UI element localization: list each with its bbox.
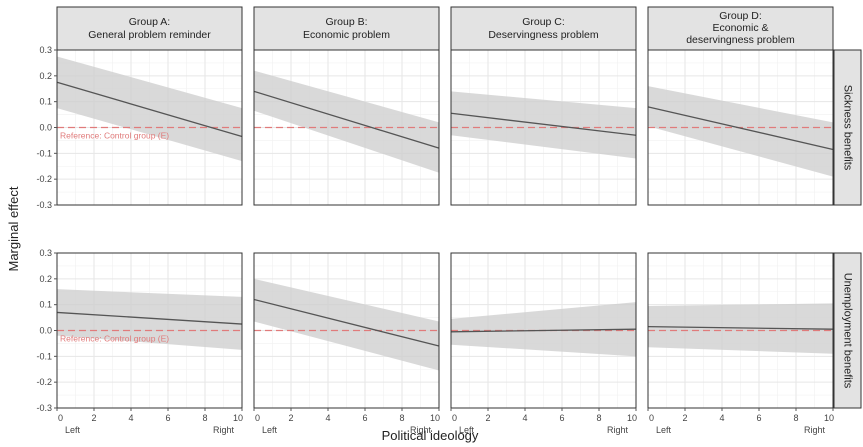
- y-axis-title: Marginal effect: [6, 186, 21, 271]
- x-tick-label: 2: [682, 413, 687, 423]
- x-end-label-right: Right: [607, 425, 629, 435]
- y-tick-label: 0.1: [39, 97, 52, 107]
- marginal-effect-line: [253, 298, 440, 347]
- confidence-band: [451, 302, 636, 357]
- marginal-effect-line: [450, 112, 637, 136]
- facet-title-line: Group A:: [129, 16, 170, 28]
- facet-strip-D: [647, 6, 834, 51]
- y-tick-label: 0.3: [39, 45, 52, 55]
- panel-border: [647, 252, 834, 409]
- facet-strip-B: [253, 6, 440, 51]
- x-tick-label: 10: [233, 413, 243, 423]
- row-label-unemployment: Unemployment benefits: [842, 273, 854, 389]
- y-tick-label: -0.3: [36, 403, 52, 413]
- x-tick-label: 4: [522, 413, 527, 423]
- x-tick-label: 10: [824, 413, 834, 423]
- y-tick-label: 0.2: [39, 274, 52, 284]
- x-tick-label: 4: [325, 413, 330, 423]
- x-end-label-left: Left: [656, 425, 672, 435]
- confidence-band: [648, 86, 833, 177]
- facet-title-line: Group D:: [719, 10, 762, 22]
- y-tick-label: 0.3: [39, 248, 52, 258]
- confidence-band: [254, 70, 439, 173]
- panel-border: [450, 252, 637, 409]
- x-axis-title: Political ideology: [382, 428, 479, 443]
- x-tick-label: 6: [362, 413, 367, 423]
- facet-strip-A: [56, 6, 243, 51]
- facet-title-line: General problem reminder: [88, 29, 211, 41]
- x-tick-label: 2: [288, 413, 293, 423]
- x-tick-label: 10: [627, 413, 637, 423]
- panel-border: [253, 252, 440, 409]
- marginal-effect-line: [647, 106, 834, 151]
- x-end-label-right: Right: [410, 425, 432, 435]
- reference-label: Reference: Control group (E): [60, 131, 169, 141]
- x-tick-label: 8: [202, 413, 207, 423]
- x-tick-label: 10: [430, 413, 440, 423]
- facet-title-line: Economic &: [712, 22, 768, 34]
- facet-title-line: Group B:: [325, 16, 367, 28]
- marginal-effect-line: [56, 81, 243, 138]
- x-tick-label: 8: [596, 413, 601, 423]
- x-tick-label: 4: [128, 413, 133, 423]
- y-tick-label: 0.1: [39, 300, 52, 310]
- x-end-label-left: Left: [459, 425, 475, 435]
- row-label-sickness: Sickness benefits: [842, 85, 854, 171]
- marginal-effect-line: [56, 311, 243, 325]
- y-tick-label: -0.2: [36, 174, 52, 184]
- y-tick-label: -0.2: [36, 377, 52, 387]
- panel-border: [253, 49, 440, 206]
- confidence-band: [254, 278, 439, 371]
- y-tick-label: 0.0: [39, 326, 52, 336]
- x-end-label-right: Right: [213, 425, 235, 435]
- y-tick-label: -0.1: [36, 148, 52, 158]
- y-tick-label: 0.0: [39, 123, 52, 133]
- x-tick-label: 4: [719, 413, 724, 423]
- facet-title-line: Group C:: [522, 16, 565, 28]
- marginal-effect-line: [647, 325, 834, 330]
- x-tick-label: 8: [793, 413, 798, 423]
- x-tick-label: 8: [399, 413, 404, 423]
- y-tick-label: 0.2: [39, 71, 52, 81]
- facet-title-line: Economic problem: [303, 29, 390, 41]
- panel-border: [450, 49, 637, 206]
- row-strip-unemployment: [833, 252, 862, 409]
- panel-border: [647, 49, 834, 206]
- x-tick-label: 2: [485, 413, 490, 423]
- reference-label: Reference: Control group (E): [60, 334, 169, 344]
- x-tick-label: 6: [165, 413, 170, 423]
- x-tick-label: 0: [649, 413, 654, 423]
- marginal-effect-line: [450, 328, 637, 333]
- x-tick-label: 0: [255, 413, 260, 423]
- x-end-label-right: Right: [804, 425, 826, 435]
- confidence-band: [57, 289, 242, 350]
- x-end-label-left: Left: [262, 425, 278, 435]
- facet-strip-C: [450, 6, 637, 51]
- y-tick-label: -0.1: [36, 351, 52, 361]
- x-tick-label: 2: [91, 413, 96, 423]
- facet-title-line: deservingness problem: [686, 34, 795, 46]
- row-strip-sickness: [833, 49, 862, 206]
- x-tick-label: 6: [756, 413, 761, 423]
- y-tick-label: -0.3: [36, 200, 52, 210]
- x-tick-label: 0: [452, 413, 457, 423]
- marginal-effect-line: [253, 90, 440, 149]
- x-tick-label: 0: [58, 413, 63, 423]
- facet-title-line: Deservingness problem: [488, 29, 599, 41]
- x-tick-label: 6: [559, 413, 564, 423]
- x-end-label-left: Left: [65, 425, 81, 435]
